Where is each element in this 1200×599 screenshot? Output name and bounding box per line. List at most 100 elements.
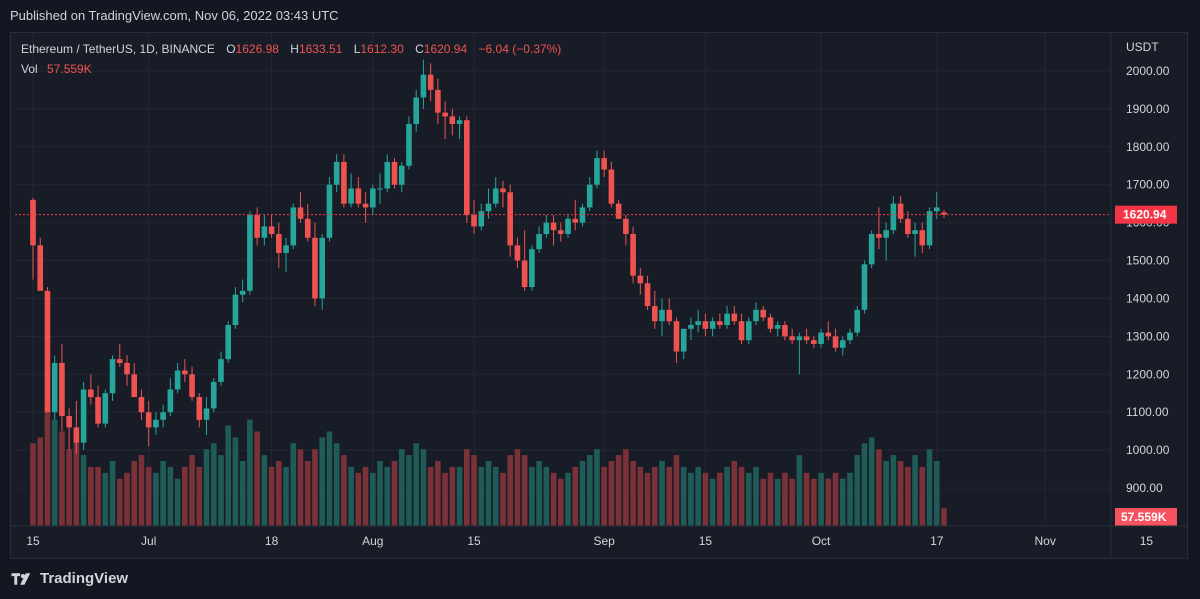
volume-bar [941, 508, 947, 526]
high-label: H [290, 42, 299, 56]
candle-body [738, 321, 745, 341]
candle-body [651, 306, 658, 322]
candle-body [449, 116, 456, 125]
candle-body [420, 74, 427, 98]
volume-bar [644, 472, 651, 526]
candle-body [145, 412, 152, 428]
y-tick-label: 1700.00 [1126, 178, 1170, 192]
volume-bar [464, 449, 470, 526]
volume-bar [131, 461, 138, 526]
candle-body [507, 192, 513, 246]
candle-body [933, 207, 940, 212]
volume-bar [59, 431, 65, 526]
volume-bar [167, 466, 174, 526]
volume-bar [174, 478, 181, 526]
volume-bar [109, 461, 116, 526]
volume-bar [673, 455, 680, 526]
candle-body [456, 120, 463, 125]
candle-body [847, 332, 853, 341]
legend: Ethereum / TetherUS, 1D, BINANCE O1626.9… [21, 42, 561, 76]
candle-body [478, 211, 485, 227]
volume-bar [153, 472, 159, 526]
candle-body [818, 332, 824, 344]
volume-bar [550, 472, 557, 526]
volume-bar [225, 425, 232, 526]
volume-bar [37, 437, 44, 526]
volume-bar [485, 461, 492, 526]
candle-body [796, 336, 803, 341]
y-tick-label: 1900.00 [1126, 102, 1170, 116]
price-chart[interactable]: 900.00 1000.00 1100.00 1200.00 1300.00 1400.0… [11, 33, 1187, 558]
candle-body [312, 237, 318, 299]
candle-body [492, 188, 499, 204]
volume-bar [868, 437, 875, 526]
candle-body [442, 112, 448, 117]
chart-panel[interactable]: 900.00 1000.00 1100.00 1200.00 1300.00 1400.0… [10, 32, 1188, 559]
volume-bar [73, 437, 80, 526]
candle-body [536, 233, 542, 250]
volume-bar [876, 449, 882, 526]
candle-body [861, 264, 868, 310]
volume-bar [782, 472, 788, 526]
candle-body [832, 336, 839, 348]
volume-bar [232, 437, 239, 526]
candle-body [601, 158, 607, 170]
volume-bar [189, 455, 195, 526]
volume-bar [666, 466, 673, 526]
open-label: O [226, 42, 235, 56]
volume-bar [377, 461, 383, 526]
volume-bar [905, 466, 911, 526]
candle-body [644, 283, 651, 307]
candle-body [659, 309, 665, 322]
candle-body [926, 211, 933, 246]
candle-body [688, 325, 694, 329]
candle-body [579, 207, 586, 223]
candle-body [109, 359, 116, 394]
candle-body [398, 165, 405, 185]
candle-body [514, 245, 521, 261]
candle-body [239, 290, 246, 295]
volume-bar [529, 466, 535, 526]
volume-bar [239, 461, 246, 526]
candle-body [427, 74, 434, 90]
candle-body [73, 427, 80, 443]
volume-bar [247, 419, 253, 526]
candle-body [745, 321, 752, 341]
volume-bar [420, 449, 427, 526]
last-volume-label: 57.559K [1121, 510, 1167, 524]
candle-body [702, 321, 709, 329]
candle-body [485, 203, 492, 212]
volume-bar [355, 472, 362, 526]
x-tick-label: Oct [812, 534, 831, 548]
candle-body [897, 203, 904, 219]
candle-body [905, 218, 911, 234]
candle-body [695, 321, 701, 326]
candle-body [471, 215, 477, 227]
candle-body [59, 362, 65, 417]
volume-bar [767, 472, 774, 526]
candle-body [370, 188, 376, 208]
candle-body [167, 389, 174, 413]
candle-body [680, 328, 687, 352]
x-tick-label: 15 [1140, 534, 1154, 548]
volume-bar [832, 472, 839, 526]
volume-bar [319, 437, 325, 526]
x-axis[interactable]: 15 Jul 18 Aug 15 Sep 15 Oct 17 Nov 15 [26, 534, 1153, 548]
volume-bar [557, 478, 564, 526]
x-tick-label: 15 [699, 534, 713, 548]
candle-body [116, 359, 123, 363]
candle-body [615, 203, 622, 219]
candle-body [44, 290, 51, 413]
candle-body [326, 184, 333, 238]
y-tick-label: 1200.00 [1126, 367, 1170, 381]
volume-bar [456, 466, 463, 526]
volume-bar [362, 466, 369, 526]
low-label: L [354, 42, 361, 56]
volume-bar [196, 466, 203, 526]
volume-bar [182, 466, 188, 526]
candle-body [724, 313, 730, 326]
x-tick-label: Jul [141, 534, 156, 548]
volume-bar [565, 472, 571, 526]
volume-bar [51, 419, 58, 526]
tradingview-logo[interactable]: TradingView [10, 570, 128, 587]
